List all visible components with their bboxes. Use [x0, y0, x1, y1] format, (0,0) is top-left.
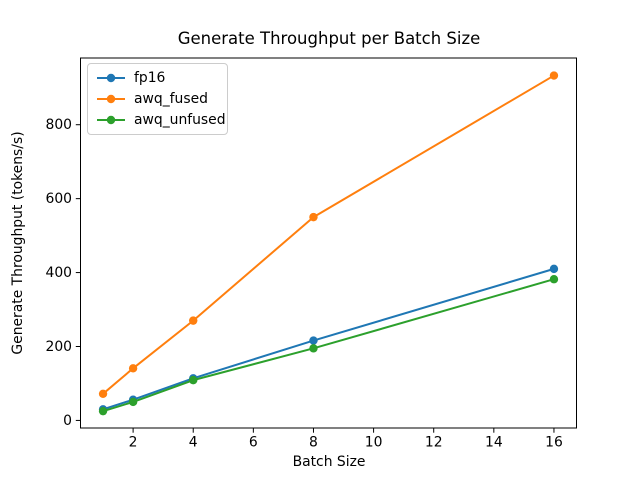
data-point-awq_unfused — [549, 275, 559, 284]
legend-item-awq_unfused: awq_unfused — [97, 111, 226, 129]
x-tick-label: 10 — [365, 435, 383, 451]
data-point-awq_unfused — [98, 406, 108, 416]
axes-spines — [80, 57, 577, 429]
y-tick-label: 200 — [45, 339, 72, 355]
data-point-awq_unfused — [128, 397, 138, 407]
legend-label-awq_fused: awq_fused — [134, 91, 208, 107]
y-tick-label: 400 — [45, 265, 72, 281]
data-point-awq_fused — [128, 364, 138, 373]
legend-line-marker-icon — [97, 115, 125, 125]
legend-item-awq_fused: awq_fused — [97, 90, 219, 108]
data-point-awq_fused — [309, 212, 318, 222]
legend: fp16 awq_fused awq_unfused — [87, 63, 228, 135]
x-tick-label: 2 — [129, 435, 138, 451]
data-point-fp16 — [549, 264, 559, 274]
x-tick-label: 12 — [425, 435, 443, 451]
legend-line-marker-icon — [97, 94, 125, 104]
legend-label-awq_unfused: awq_unfused — [134, 112, 226, 128]
chart-title: Generate Throughput per Batch Size — [177, 29, 481, 48]
y-tick-label: 600 — [45, 191, 72, 207]
x-tick-label: 16 — [545, 435, 563, 451]
x-tick-label: 14 — [485, 435, 503, 451]
data-point-awq_fused — [549, 71, 559, 80]
legend-line-marker-icon — [97, 73, 125, 83]
data-point-awq_unfused — [189, 375, 198, 385]
series-line-awq_unfused — [102, 278, 555, 413]
x-tick-label: 8 — [309, 435, 318, 451]
data-point-fp16 — [309, 336, 318, 345]
y-tick-label: 0 — [63, 413, 72, 429]
x-axis-label: Batch Size — [292, 454, 366, 470]
y-tick-label: 800 — [45, 117, 72, 133]
data-point-awq_fused — [98, 389, 108, 399]
legend-item-fp16: fp16 — [97, 69, 219, 87]
data-point-awq_unfused — [309, 344, 318, 353]
data-point-awq_fused — [189, 316, 198, 325]
x-tick-label: 4 — [189, 435, 198, 451]
legend-label-fp16: fp16 — [134, 70, 166, 86]
x-tick-label: 6 — [249, 435, 258, 451]
